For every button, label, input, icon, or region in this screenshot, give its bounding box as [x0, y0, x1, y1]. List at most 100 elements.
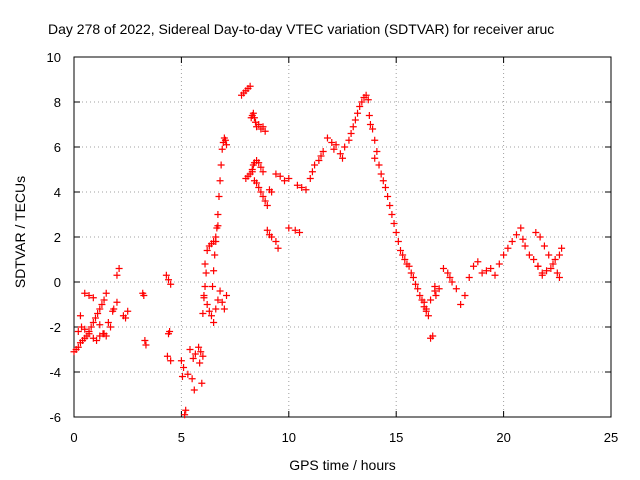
y-axis-label: SDTVAR / TECUs [12, 176, 28, 288]
data-point [209, 283, 217, 290]
data-point [74, 328, 82, 335]
data-point [255, 184, 263, 191]
data-point [388, 211, 396, 218]
data-point [373, 148, 381, 155]
data-point [96, 321, 104, 329]
data-point [109, 307, 117, 315]
data-point [180, 364, 188, 371]
data-point [332, 141, 340, 149]
data-point [210, 238, 218, 245]
data-point [474, 258, 482, 266]
data-point [319, 148, 327, 155]
data-point [491, 271, 499, 279]
y-tick-label: 0 [54, 275, 61, 290]
data-point [190, 386, 198, 394]
data-point [199, 310, 207, 317]
data-point [435, 285, 443, 293]
data-point [124, 307, 132, 315]
data-point [347, 130, 355, 137]
data-point [285, 224, 293, 232]
grid-lines [74, 57, 611, 417]
data-point [268, 188, 276, 196]
data-point [216, 177, 224, 185]
data-point [495, 260, 503, 268]
data-point [291, 226, 299, 234]
data-point [255, 121, 263, 128]
data-point [384, 193, 392, 200]
data-point [362, 91, 370, 99]
data-point [517, 224, 525, 232]
y-tick-label: 8 [54, 95, 61, 110]
data-point [142, 341, 150, 349]
data-point [107, 323, 115, 331]
data-point [276, 172, 284, 180]
data-point [263, 202, 271, 209]
data-point [390, 220, 398, 227]
data-point [399, 251, 407, 259]
data-point [339, 154, 346, 162]
data-point [81, 289, 89, 297]
y-tick-label: -6 [49, 410, 61, 425]
x-tick-label: 10 [282, 430, 296, 445]
data-point [416, 292, 424, 299]
data-point [198, 379, 206, 387]
data-point [381, 184, 389, 191]
data-point [272, 170, 280, 178]
data-point [201, 260, 209, 268]
data-point [364, 96, 372, 104]
y-tick-label: -4 [49, 365, 61, 380]
data-point [186, 346, 194, 353]
data-point [424, 312, 432, 320]
data-point [281, 177, 289, 185]
data-point [427, 296, 435, 304]
data-point [457, 301, 465, 308]
data-points [70, 82, 566, 419]
data-point [216, 287, 224, 295]
data-point [221, 136, 229, 144]
data-point [89, 319, 97, 326]
data-point [274, 244, 282, 252]
data-point [532, 229, 540, 236]
data-point [386, 202, 394, 209]
x-tick-label: 5 [178, 430, 185, 445]
data-point [405, 262, 413, 270]
data-point [89, 294, 97, 302]
data-point [182, 406, 190, 414]
data-point [555, 251, 563, 259]
data-point [202, 269, 210, 277]
data-point [218, 145, 226, 153]
data-point [306, 175, 314, 182]
data-point [263, 226, 271, 234]
data-point [285, 175, 293, 182]
data-point [100, 330, 108, 338]
y-tick-label: 4 [54, 185, 61, 200]
data-point [246, 82, 254, 90]
data-point [465, 274, 473, 281]
data-point [448, 278, 456, 286]
data-point [220, 305, 228, 313]
data-point [268, 233, 276, 241]
data-point [512, 231, 520, 239]
data-point [200, 294, 208, 302]
data-point [392, 229, 400, 236]
chart-title: Day 278 of 2022, Sidereal Day-to-day VTE… [48, 21, 554, 37]
data-point [328, 139, 336, 146]
data-point [432, 292, 440, 299]
y-tick-label: -2 [49, 320, 61, 335]
data-point [521, 242, 529, 250]
data-point [203, 247, 211, 254]
data-point [259, 193, 267, 200]
data-point [253, 179, 261, 187]
data-point [257, 188, 265, 196]
data-point [431, 287, 439, 295]
data-point [140, 292, 148, 299]
data-point [396, 247, 404, 254]
data-point [461, 292, 469, 299]
data-point [530, 256, 538, 263]
data-point [478, 269, 486, 277]
data-point [100, 296, 108, 304]
data-point [98, 301, 106, 308]
data-point [308, 168, 316, 176]
data-point [188, 375, 196, 383]
